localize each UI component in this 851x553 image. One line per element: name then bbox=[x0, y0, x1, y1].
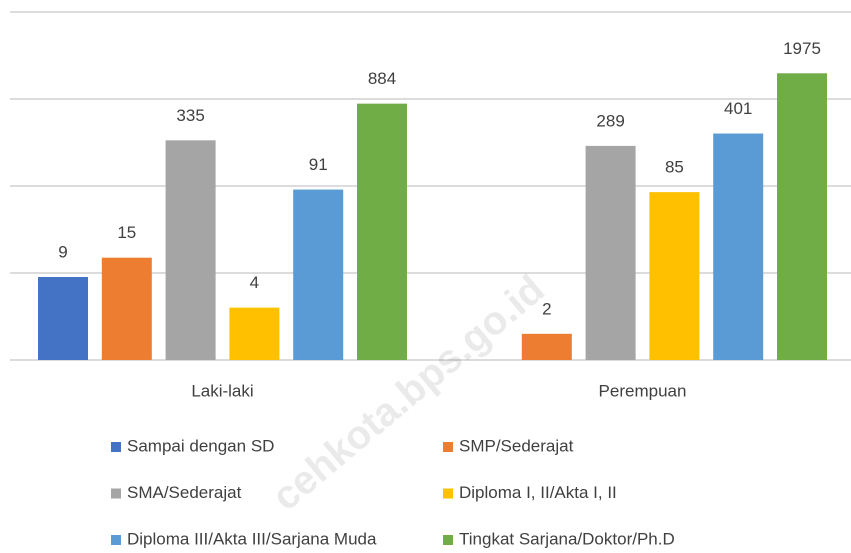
bar bbox=[521, 333, 572, 360]
data-label: 15 bbox=[117, 223, 136, 242]
data-label: 884 bbox=[368, 69, 396, 88]
data-label: 401 bbox=[724, 99, 752, 118]
data-label: 91 bbox=[309, 155, 328, 174]
bar bbox=[229, 307, 280, 360]
legend-label: SMA/Sederajat bbox=[127, 483, 242, 502]
legend-label: Sampai dengan SD bbox=[127, 436, 274, 455]
x-tick-label: Laki-laki bbox=[191, 381, 253, 400]
bar bbox=[777, 73, 827, 361]
bar bbox=[713, 133, 764, 360]
legend-swatch bbox=[111, 488, 121, 499]
data-label: 1975 bbox=[783, 39, 821, 58]
legend-label: Diploma III/Akta III/Sarjana Muda bbox=[127, 529, 377, 548]
bar bbox=[293, 189, 344, 360]
data-label: 335 bbox=[176, 106, 204, 125]
data-label: 4 bbox=[250, 273, 259, 292]
legend-swatch bbox=[443, 488, 453, 499]
legend-swatch bbox=[443, 442, 453, 452]
legend-swatch bbox=[111, 442, 121, 452]
data-label: 2 bbox=[542, 299, 551, 318]
legend-label: Tingkat Sarjana/Doktor/Ph.D bbox=[459, 529, 675, 548]
bar bbox=[585, 145, 636, 360]
legend-label: SMP/Sederajat bbox=[459, 436, 574, 455]
bar bbox=[38, 276, 88, 360]
data-label: 9 bbox=[58, 242, 67, 261]
bar bbox=[357, 103, 407, 360]
bar bbox=[101, 257, 152, 360]
bar bbox=[165, 140, 216, 360]
x-tick-label: Perempuan bbox=[599, 381, 687, 400]
legend-swatch bbox=[443, 535, 453, 545]
data-label: 85 bbox=[665, 158, 684, 177]
legend-label: Diploma I, II/Akta I, II bbox=[459, 483, 617, 502]
bar bbox=[649, 192, 700, 360]
legend-swatch bbox=[111, 535, 121, 545]
data-label: 289 bbox=[596, 111, 624, 130]
